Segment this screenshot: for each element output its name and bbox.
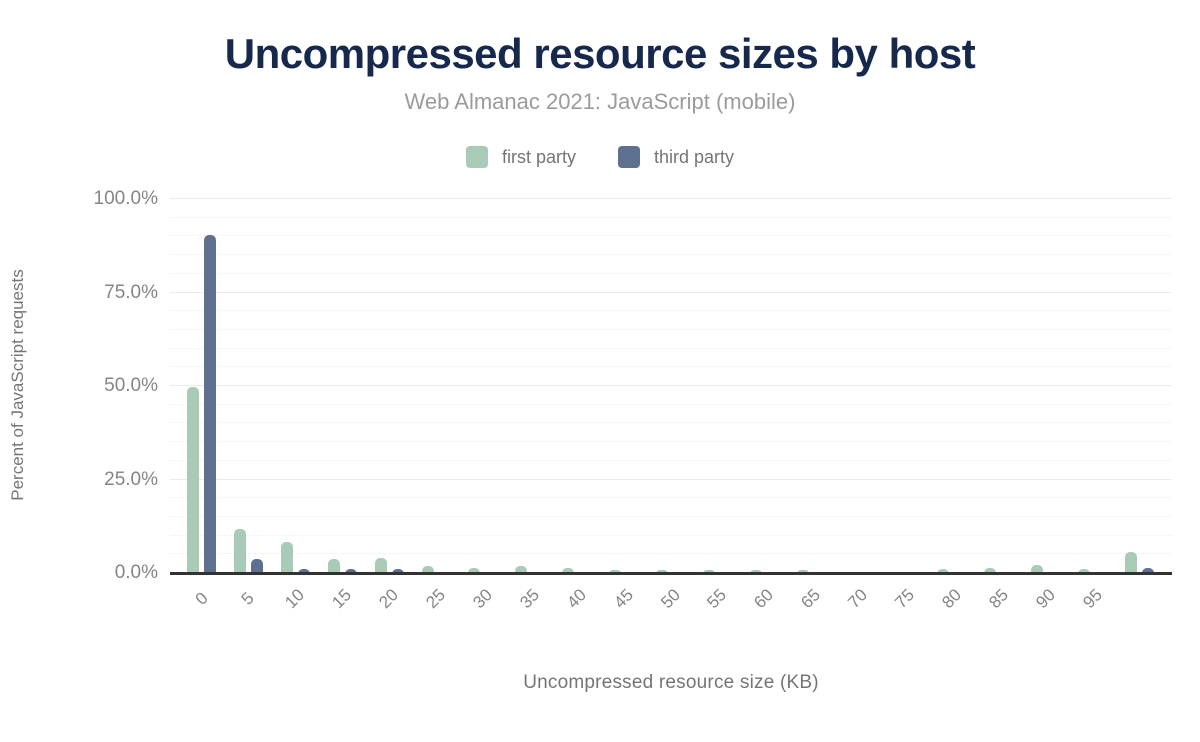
x-tick-text: 40 (562, 585, 590, 613)
gridline-65pct (170, 328, 1172, 330)
x-tick-text: 95 (1078, 585, 1106, 613)
gridline-10pct (170, 534, 1172, 536)
legend-label: first party (501, 146, 576, 167)
y-tick-label-50: 50.0% (104, 375, 158, 396)
bar-first-party-0[interactable] (187, 387, 199, 574)
gridline-90pct (170, 235, 1172, 237)
x-tick-text: 60 (750, 585, 778, 613)
x-tick-text: 35 (516, 585, 543, 613)
x-tick-text: 70 (844, 585, 872, 613)
legend-item-third-party[interactable]: third party (617, 146, 735, 168)
legend-swatch-first-party (465, 146, 488, 168)
bar-first-party-95[interactable] (1078, 569, 1091, 574)
x-tick-text: 15 (328, 585, 356, 613)
x-tick-text: 25 (422, 585, 450, 613)
gridline-45pct (170, 403, 1172, 405)
legend-item-first-party[interactable]: first party (465, 146, 576, 168)
legend-label: third party (653, 146, 735, 167)
x-tick-text: 90 (1031, 585, 1059, 613)
x-axis-title: Uncompressed resource size (KB) (523, 672, 819, 693)
bar-first-party-80[interactable] (937, 569, 950, 574)
gridline-55pct (170, 366, 1172, 368)
gridline-40pct (170, 422, 1172, 424)
bar-first-party-40[interactable] (562, 568, 575, 574)
gridline-95pct (170, 216, 1172, 218)
bar-third-party-0[interactable] (204, 235, 216, 574)
bar-first-party-90[interactable] (1031, 564, 1044, 574)
bar-third-party-20[interactable] (391, 568, 404, 574)
gridline-70pct (170, 310, 1172, 312)
bar-first-party-20[interactable] (374, 558, 387, 574)
gridline-30pct (170, 459, 1172, 461)
gridline-60pct (170, 347, 1172, 349)
bar-first-party-60[interactable] (749, 569, 762, 574)
x-tick-text: 80 (938, 585, 965, 613)
x-tick-text: 75 (891, 585, 919, 613)
bar-third-party-10[interactable] (297, 569, 310, 574)
bar-first-party-55[interactable] (702, 569, 715, 574)
x-axis-line (170, 572, 1172, 575)
bar-first-party-5[interactable] (233, 528, 246, 574)
y-tick-label-100: 100.0% (93, 188, 158, 209)
gridline-85pct (170, 254, 1172, 256)
bar-first-party-last[interactable] (1125, 552, 1137, 574)
gridline-20pct (170, 497, 1172, 499)
x-tick-text: 0 (191, 588, 212, 609)
chart-title: Uncompressed resource sizes by host (224, 30, 976, 77)
chart-legend: first party third party (0, 144, 1200, 170)
x-tick-text: 20 (375, 585, 403, 613)
x-tick-text: 65 (797, 585, 825, 613)
bar-third-party-15[interactable] (344, 568, 357, 574)
x-tick-text: 45 (609, 585, 637, 613)
bar-first-party-15[interactable] (327, 558, 340, 574)
bar-first-party-45[interactable] (609, 569, 622, 574)
bar-first-party-25[interactable] (421, 565, 434, 574)
y-tick-label-0: 0.0% (114, 562, 158, 583)
bar-first-party-10[interactable] (280, 542, 293, 574)
y-tick-label-75: 75.0% (104, 281, 158, 303)
gridline-100pct (170, 198, 1172, 199)
x-tick-text: 10 (281, 585, 309, 613)
x-tick-text: 85 (985, 585, 1012, 613)
bar-first-party-30[interactable] (468, 567, 481, 574)
bar-third-party-5[interactable] (250, 559, 263, 574)
y-tick-label-25: 25.0% (104, 468, 158, 490)
gridline-50pct (170, 385, 1172, 386)
gridline-15pct (170, 515, 1172, 517)
x-tick-text: 50 (656, 585, 684, 613)
gridline-75pct (170, 291, 1172, 293)
legend-swatch-third-party (617, 146, 640, 168)
gridline-35pct (170, 441, 1172, 443)
gridline-25pct (170, 478, 1172, 480)
x-tick-text: 30 (469, 585, 496, 613)
x-tick-text: 55 (703, 585, 731, 613)
bar-first-party-35[interactable] (515, 566, 528, 574)
bar-first-party-65[interactable] (796, 569, 809, 574)
bar-first-party-85[interactable] (984, 567, 997, 574)
bar-first-party-50[interactable] (656, 569, 668, 574)
bar-third-party-last[interactable] (1142, 567, 1154, 574)
chart-subtitle: Web Almanac 2021: JavaScript (mobile) (404, 89, 796, 114)
gridline-80pct (170, 272, 1172, 274)
x-tick-text: 5 (237, 588, 259, 609)
gridline-5pct (170, 553, 1172, 555)
